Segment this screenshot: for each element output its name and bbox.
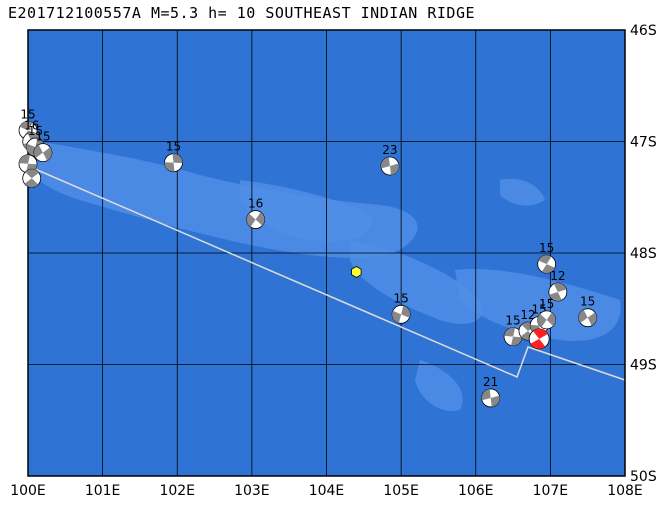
- longitude-tick-label: 102E: [159, 483, 195, 499]
- focal-mechanism-event: 15: [578, 295, 598, 328]
- focal-mechanism-event: 15: [33, 130, 53, 163]
- latitude-tick-label: 46S: [630, 23, 657, 39]
- longitude-labels: 100E 101E 102E 103E 104E 105E 106E 107E 108E: [10, 483, 643, 499]
- beachball-compressional-quadrant: [26, 143, 36, 156]
- beachball-compressional-quadrant: [19, 121, 33, 131]
- shallow-area-2: [350, 240, 483, 324]
- event-depth-label: 15: [539, 241, 554, 255]
- plate-boundary-ridge: [27, 165, 626, 381]
- focal-mechanism-event: 12: [548, 269, 568, 302]
- shallow-area-1: [240, 180, 372, 242]
- main-event-beachball: [528, 328, 550, 350]
- beachball-compressional-quadrant: [504, 327, 516, 337]
- beachball-compressional-quadrant: [553, 283, 567, 293]
- focal-mechanism-event: 15: [537, 241, 557, 274]
- event-depth-label: 15: [539, 297, 554, 311]
- beachball-compressional-quadrant: [42, 147, 52, 161]
- beachball-compressional-quadrant: [481, 389, 491, 401]
- longitude-tick-label: 108E: [607, 483, 643, 499]
- latitude-tick-label: 47S: [630, 135, 657, 151]
- event-depth-label: 15: [20, 107, 35, 121]
- focal-mechanism-event: 16: [246, 197, 266, 229]
- event-depth-label: 16: [248, 197, 263, 211]
- beachball-compressional-quadrant: [33, 144, 43, 158]
- shallow-area-3: [455, 269, 621, 341]
- latitude-labels: 46S 47S 48S 49S 50S: [630, 23, 657, 485]
- longitude-tick-label: 105E: [383, 483, 419, 499]
- shallow-area-5: [500, 178, 545, 206]
- latitude-tick-label: 49S: [630, 358, 657, 374]
- beachball-compressional-quadrant: [541, 264, 555, 274]
- shallow-area-4: [415, 360, 463, 411]
- graticule-grid: [28, 30, 625, 476]
- focal-mechanism-event: 15: [18, 107, 38, 140]
- focal-mechanism-event: 15: [391, 291, 411, 324]
- beachball-compressional-quadrant: [530, 338, 546, 349]
- focal-mechanism-event: 15: [537, 297, 557, 330]
- event-depth-label: 12: [550, 269, 565, 283]
- event-depth-label: 15: [166, 140, 181, 154]
- focal-mechanism-event: 23: [380, 143, 400, 176]
- beachball-compressional-quadrant: [380, 157, 390, 169]
- beachball-compressional-quadrant: [490, 395, 500, 407]
- beachball-compressional-quadrant: [511, 336, 522, 346]
- map-title: E201712100557A M=5.3 h= 10 SOUTHEAST IND…: [8, 4, 476, 22]
- beachball-compressional-quadrant: [546, 312, 556, 327]
- event-depth-label: 15: [580, 295, 595, 309]
- focal-mechanism-event: 21: [481, 375, 501, 408]
- map-frame: [27, 29, 626, 477]
- beachball-compressional-quadrant: [24, 178, 39, 188]
- latitude-tick-label: 50S: [630, 469, 657, 485]
- longitude-tick-label: 107E: [533, 483, 569, 499]
- beachball-compressional-quadrant: [538, 255, 552, 265]
- longitude-tick-label: 101E: [85, 483, 121, 499]
- beachball-compressional-quadrant: [172, 153, 183, 164]
- beachball-compressional-quadrant: [389, 163, 399, 175]
- beachball-compressional-quadrant: [533, 328, 548, 339]
- beachball-compressional-quadrant: [164, 162, 175, 172]
- beachball-compressional-quadrant: [578, 309, 588, 323]
- event-depth-label: 15: [393, 291, 408, 305]
- event-depth-label: 15: [28, 124, 43, 138]
- event-depth-label: 12: [520, 308, 535, 322]
- shallow-bathymetry: [30, 140, 621, 411]
- longitude-tick-label: 100E: [10, 483, 46, 499]
- beachball-compressional-quadrant: [19, 154, 30, 164]
- beachball-compressional-quadrant: [537, 313, 547, 328]
- focal-mechanism-event: 15: [503, 314, 523, 347]
- longitude-tick-label: 106E: [458, 483, 494, 499]
- focal-mechanism-event: [22, 168, 42, 188]
- focal-mechanism-event: 15: [164, 140, 183, 173]
- event-depth-label: 15: [35, 130, 50, 144]
- beachball-compressional-quadrant: [246, 213, 256, 227]
- beachball-compressional-quadrant: [392, 310, 402, 324]
- longitude-tick-label: 103E: [234, 483, 270, 499]
- epicenter-hexagon-marker: [351, 266, 362, 278]
- event-depth-label: 21: [483, 375, 498, 389]
- beachball-compressional-quadrant: [401, 305, 411, 318]
- beachball-compressional-quadrant: [549, 292, 562, 302]
- longitude-tick-label: 104E: [309, 483, 345, 499]
- event-depth-label: 16: [24, 119, 39, 133]
- latitude-tick-label: 48S: [630, 246, 657, 262]
- beachball-compressional-quadrant: [25, 169, 39, 179]
- event-depth-label: 15: [505, 314, 520, 328]
- beachball-compressional-quadrant: [587, 312, 597, 326]
- event-depth-label: 23: [382, 143, 397, 157]
- beachball-compressional-quadrant: [255, 212, 265, 226]
